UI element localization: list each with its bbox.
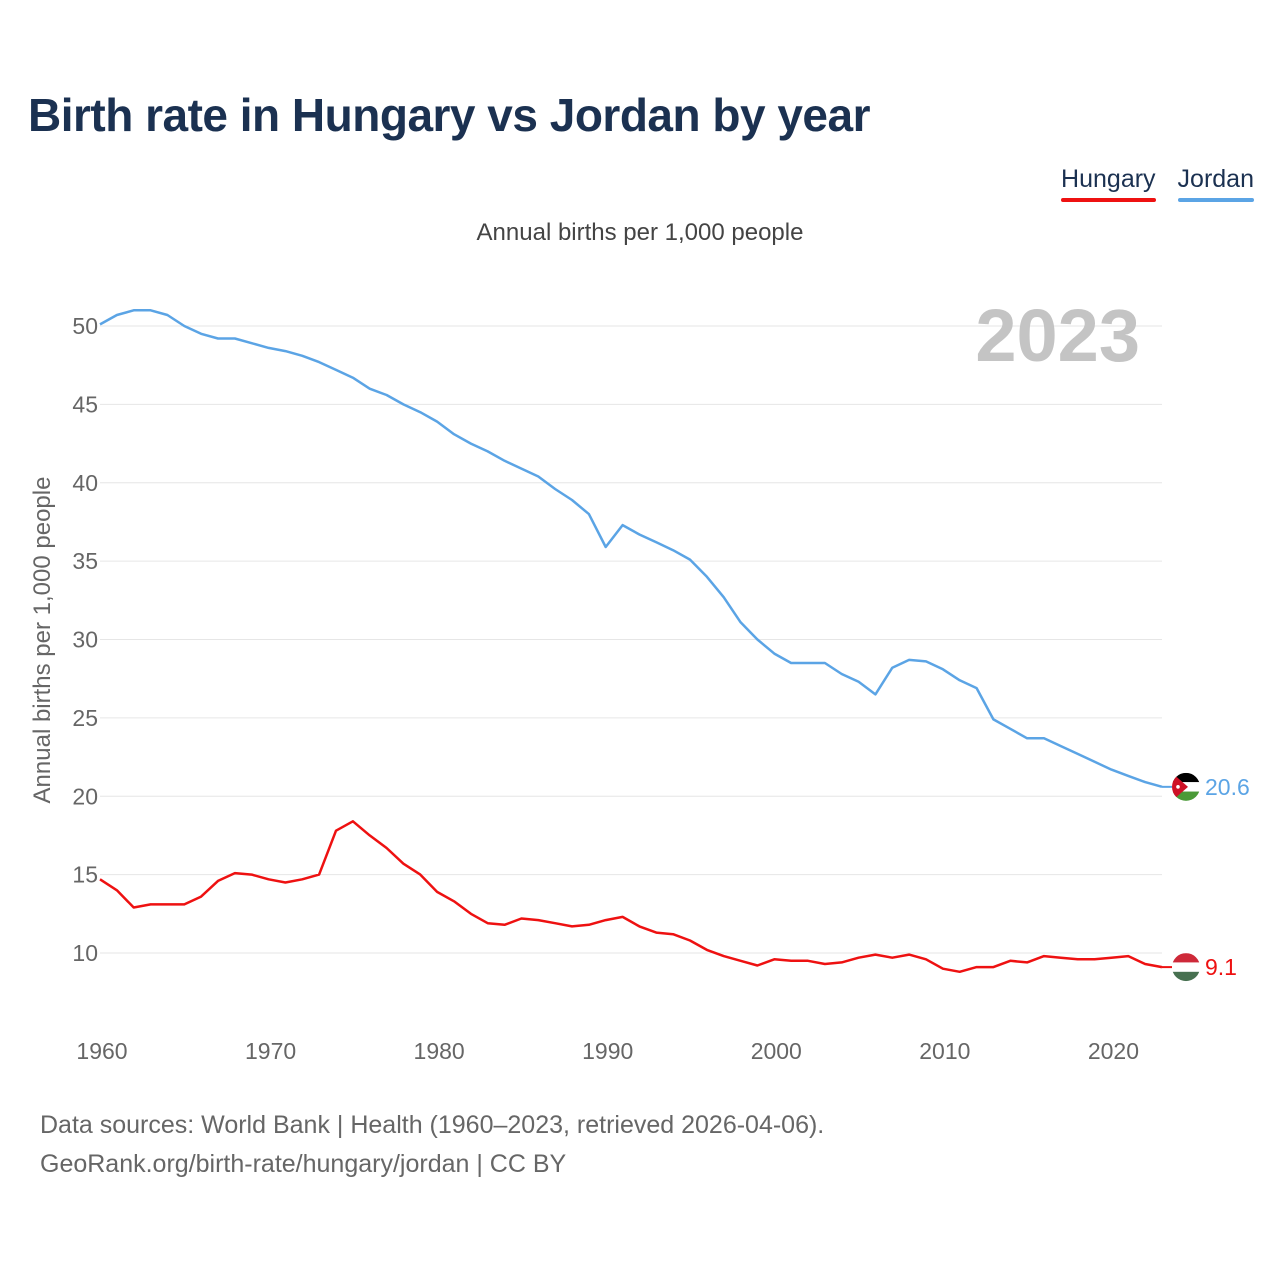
x-tick-label: 1970 <box>245 1038 296 1064</box>
legend-label-hungary: Hungary <box>1061 165 1156 193</box>
chart-title: Birth rate in Hungary vs Jordan by year <box>28 89 871 141</box>
x-tick-label: 2000 <box>751 1038 802 1064</box>
y-axis-label: Annual births per 1,000 people <box>29 477 56 804</box>
legend-item-jordan[interactable]: Jordan <box>1177 165 1254 202</box>
x-tick-label: 1980 <box>414 1038 465 1064</box>
y-tick-label: 40 <box>72 470 98 496</box>
footer: Data sources: World Bank | Health (1960–… <box>40 1106 824 1184</box>
hungary-flag-icon <box>1172 953 1200 982</box>
jordan-flag-icon <box>1172 772 1200 801</box>
x-tick-label: 1990 <box>582 1038 633 1064</box>
legend-swatch-jordan <box>1177 198 1254 202</box>
y-tick-label: 50 <box>72 313 98 339</box>
legend-item-hungary[interactable]: Hungary <box>1061 165 1156 202</box>
series-line-hungary[interactable] <box>99 820 1163 974</box>
chart-subtitle: Annual births per 1,000 people <box>477 219 804 246</box>
footer-attribution[interactable]: GeoRank.org/birth-rate/hungary/jordan | … <box>40 1150 567 1178</box>
y-tick-label: 45 <box>72 391 98 417</box>
x-tick-label: 2020 <box>1088 1038 1139 1064</box>
end-label-hungary: 9.1 <box>1205 954 1237 980</box>
y-tick-label: 30 <box>72 627 98 653</box>
footer-sources: Data sources: World Bank | Health (1960–… <box>40 1111 825 1139</box>
legend-swatch-hungary <box>1061 198 1156 202</box>
y-tick-label: 35 <box>72 548 98 574</box>
y-tick-label: 15 <box>72 862 98 888</box>
end-label-jordan: 20.6 <box>1205 774 1250 800</box>
y-tick-label: 25 <box>72 705 98 731</box>
y-tick-label: 20 <box>72 783 98 809</box>
x-tick-label: 2010 <box>919 1038 970 1064</box>
line-chart: Annual births per 1,000 people 10 15 20 25 3… <box>29 219 1250 1064</box>
series-line-jordan[interactable] <box>99 309 1163 789</box>
legend: Hungary Jordan <box>1061 165 1254 202</box>
year-label: 2023 <box>975 294 1140 377</box>
legend-label-jordan: Jordan <box>1177 165 1254 193</box>
x-tick-label: 1960 <box>76 1038 127 1064</box>
y-tick-label: 10 <box>72 940 98 966</box>
